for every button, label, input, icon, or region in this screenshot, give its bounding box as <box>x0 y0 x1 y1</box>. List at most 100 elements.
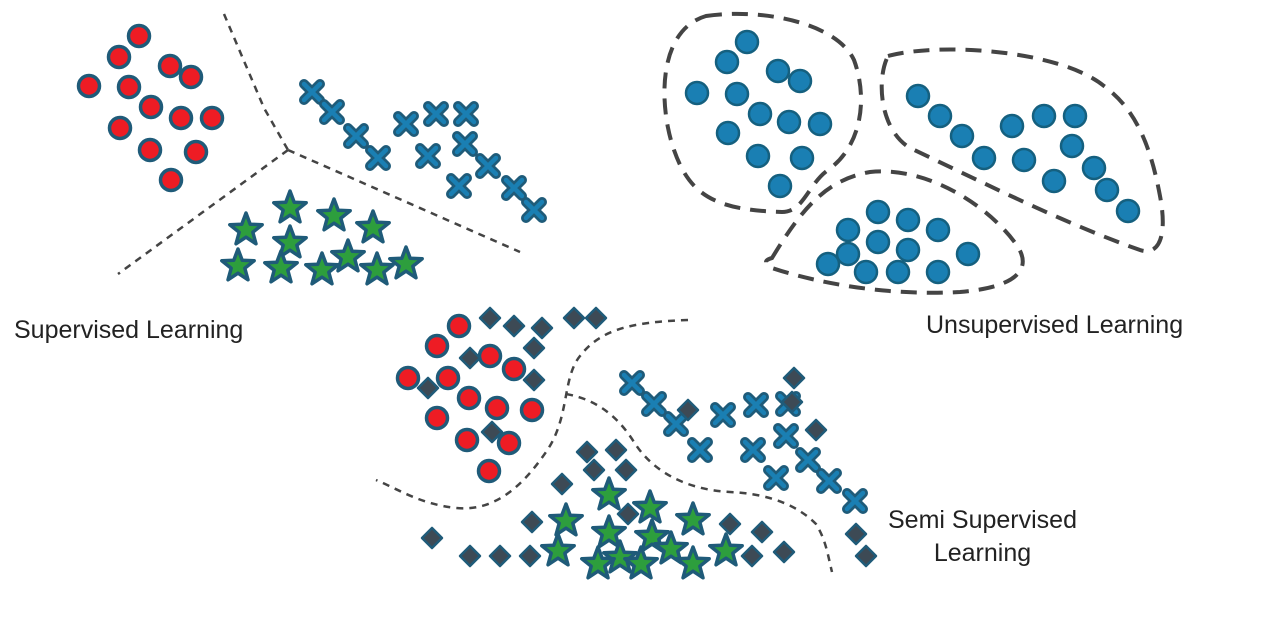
green-star-icon <box>272 189 308 224</box>
green-star-icon <box>388 245 424 280</box>
blue-cross-icon <box>301 81 323 103</box>
green-star-icon <box>675 545 711 580</box>
blue-cross-icon <box>455 103 477 125</box>
blue-circle-icon <box>925 217 951 243</box>
data-points <box>76 23 1141 580</box>
cluster-boundary <box>764 169 1025 295</box>
red-circle-icon <box>501 356 527 382</box>
red-circle-icon <box>477 343 503 369</box>
dark-diamond-icon <box>488 544 512 568</box>
green-star-icon <box>580 545 616 580</box>
blue-circle-icon <box>925 259 951 285</box>
red-circle-icon <box>454 427 480 453</box>
blue-circle-icon <box>927 103 953 129</box>
red-circle-icon <box>76 73 102 99</box>
red-circle-icon <box>446 313 472 339</box>
dark-diamond-icon <box>584 306 608 330</box>
dark-diamond-icon <box>458 346 482 370</box>
blue-cross-icon <box>818 470 840 492</box>
dark-diamond-icon <box>458 544 482 568</box>
green-star-icon <box>653 530 689 565</box>
blue-circle-icon <box>1081 155 1107 181</box>
red-circle-icon <box>168 105 194 131</box>
dark-diamond-icon <box>844 522 868 546</box>
dark-diamond-icon <box>522 336 546 360</box>
blue-cross-icon <box>742 439 764 461</box>
green-star-icon <box>304 251 340 286</box>
semi-supervised-boundary-line <box>375 318 689 510</box>
dark-diamond-icon <box>772 540 796 564</box>
red-circle-icon <box>138 94 164 120</box>
dark-diamond-icon <box>502 314 526 338</box>
dark-diamond-icon <box>562 306 586 330</box>
blue-cross-icon <box>345 125 367 147</box>
green-star-icon <box>708 532 744 567</box>
red-circle-icon <box>456 385 482 411</box>
cluster-boundary <box>662 11 864 215</box>
red-circle-icon <box>107 115 133 141</box>
green-star-icon <box>602 539 638 574</box>
green-star-icon <box>623 545 659 580</box>
blue-circle-icon <box>789 145 815 171</box>
blue-cross-icon <box>621 372 643 394</box>
blue-circle-icon <box>1062 103 1088 129</box>
semi-supervised-boundary-line <box>565 392 834 573</box>
dark-diamond-icon <box>478 306 502 330</box>
green-star-icon <box>228 211 264 246</box>
dark-diamond-icon <box>416 376 440 400</box>
red-circle-icon <box>116 74 142 100</box>
blue-circle-icon <box>747 101 773 127</box>
dark-diamond-icon <box>582 458 606 482</box>
supervised-learning-label: Supervised Learning <box>14 316 244 344</box>
blue-cross-icon <box>689 439 711 461</box>
red-circle-icon <box>199 105 225 131</box>
supervised-boundary-line <box>222 13 290 151</box>
blue-circle-icon <box>1059 133 1085 159</box>
blue-circle-icon <box>715 120 741 146</box>
dark-diamond-icon <box>480 420 504 444</box>
blue-circle-icon <box>835 217 861 243</box>
red-circle-icon <box>158 167 184 193</box>
blue-cross-icon <box>775 425 797 447</box>
green-star-icon <box>220 247 256 282</box>
dark-diamond-icon <box>420 526 444 550</box>
green-star-icon <box>359 251 395 286</box>
blue-cross-icon <box>503 177 525 199</box>
supervised-boundary-line <box>117 148 289 276</box>
blue-circle-icon <box>1011 147 1037 173</box>
blue-circle-icon <box>1094 177 1120 203</box>
red-circle-icon <box>496 430 522 456</box>
blue-cross-icon <box>448 175 470 197</box>
blue-circle-icon <box>767 173 793 199</box>
dark-diamond-icon <box>854 544 878 568</box>
green-star-icon <box>548 502 584 537</box>
blue-cross-icon <box>425 103 447 125</box>
dark-diamond-icon <box>520 510 544 534</box>
blue-circle-icon <box>865 199 891 225</box>
blue-circle-icon <box>1041 168 1067 194</box>
green-star-icon <box>675 501 711 536</box>
blue-circle-icon <box>714 49 740 75</box>
green-star-icon <box>330 238 366 273</box>
red-circle-icon <box>424 405 450 431</box>
blue-circle-icon <box>724 81 750 107</box>
blue-cross-icon <box>745 394 767 416</box>
red-circle-icon <box>519 397 545 423</box>
blue-cross-icon <box>454 133 476 155</box>
blue-cross-icon <box>417 145 439 167</box>
green-star-icon <box>272 224 308 259</box>
blue-cross-icon <box>765 467 787 489</box>
dark-diamond-icon <box>522 368 546 392</box>
blue-circle-icon <box>895 207 921 233</box>
red-circle-icon <box>106 44 132 70</box>
blue-cross-icon <box>395 113 417 135</box>
blue-circle-icon <box>745 143 771 169</box>
green-star-icon <box>316 197 352 232</box>
blue-cross-icon <box>477 155 499 177</box>
blue-circle-icon <box>955 241 981 267</box>
dark-diamond-icon <box>518 544 542 568</box>
blue-circle-icon <box>905 83 931 109</box>
red-circle-icon <box>395 365 421 391</box>
blue-circle-icon <box>949 123 975 149</box>
blue-circle-icon <box>1115 198 1141 224</box>
